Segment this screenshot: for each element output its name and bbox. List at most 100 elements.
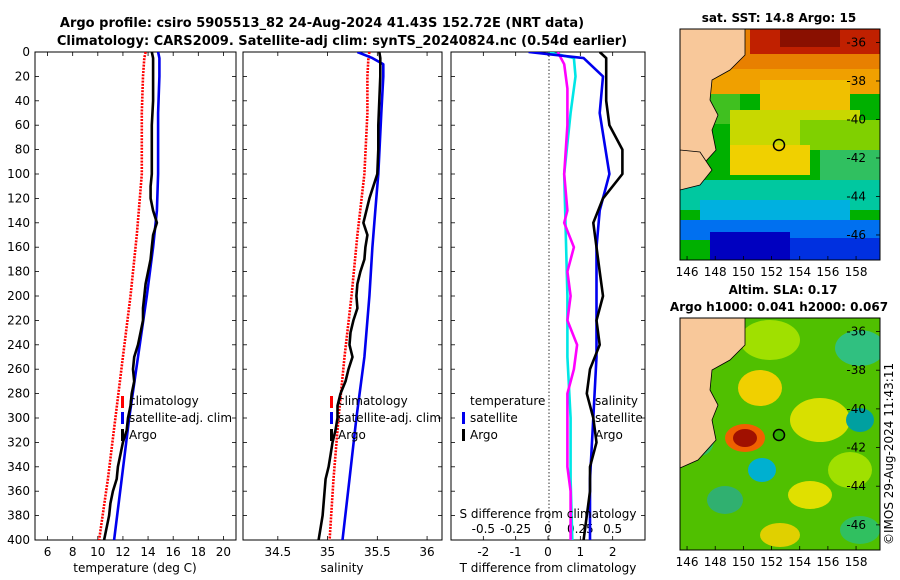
s-difference-top-ticks: -0.5 -0.25 0 0.25 0.5 [472, 522, 623, 536]
depth-tick-label: 360 [7, 484, 30, 498]
map-lon-label: 158 [845, 555, 868, 569]
argo-position-marker [772, 138, 786, 152]
sst-map-title: sat. SST: 14.8 Argo: 15 [702, 11, 856, 25]
x-tick-label: 16 [166, 545, 181, 559]
temperature-xlabel: temperature (deg C) [73, 561, 196, 575]
x-tick-label: 1 [577, 545, 585, 559]
map-lat-label: -36 [846, 35, 866, 49]
difference-x-ticks: -2 -1 0 1 2 [477, 52, 616, 559]
map-lon-label: 154 [788, 265, 811, 279]
map-lon-label: 146 [676, 555, 699, 569]
map-lat-label: -46 [846, 228, 866, 242]
depth-tick-label: 240 [7, 338, 30, 352]
salinity-xlabel: salinity [320, 561, 363, 575]
series-line-salinity-argo [582, 52, 624, 540]
x-tick-label: 35 [320, 545, 335, 559]
x-tick-label: -1 [510, 545, 522, 559]
argo-position-marker [772, 428, 786, 442]
x-tick-label: 2 [609, 545, 617, 559]
s-diff-tick-label: -0.5 [472, 522, 495, 536]
x-tick-label: -2 [477, 545, 489, 559]
map-lon-label: 152 [760, 265, 783, 279]
sla-map-title-1: Altim. SLA: 0.17 [729, 283, 838, 297]
depth-tick-label: 120 [7, 191, 30, 205]
depth-tick-label: 400 [7, 533, 30, 547]
map-lon-label: 150 [732, 555, 755, 569]
depth-tick-label: 180 [7, 265, 30, 279]
series-line-argo [317, 52, 382, 540]
legend-climatology: climatology [129, 394, 199, 408]
legend-satellite: satellite [470, 411, 518, 425]
series-line-argo [102, 52, 159, 540]
depth-axis: 0 20 40 60 80 100 120 140 160 180 200 220 240 260 280 3… [7, 45, 645, 547]
map-lon-label: 146 [676, 265, 699, 279]
map-lon-label: 154 [788, 555, 811, 569]
salinity-x-ticks: 34.5 35 35.5 36 [264, 52, 435, 559]
map-lat-label: -44 [846, 189, 866, 203]
series-line-satellite-adj-clim [341, 52, 385, 540]
x-tick-label: 20 [216, 545, 231, 559]
x-tick-label: 18 [191, 545, 206, 559]
sla-map-title-2: Argo h1000: 0.041 h2000: 0.067 [670, 300, 888, 314]
map-lon-label: 156 [816, 265, 839, 279]
map-lon-label: 156 [816, 555, 839, 569]
series-line-climatology [328, 52, 371, 540]
legend-argo: Argo [338, 428, 366, 442]
legend-salinity: salinity [595, 394, 638, 408]
map-lat-label: -38 [846, 363, 866, 377]
x-tick-label: 36 [419, 545, 434, 559]
s-diff-tick-label: -0.25 [500, 522, 531, 536]
depth-tick-label: 340 [7, 460, 30, 474]
temperature-legend: climatology satellite-adj. clim Argo [121, 394, 232, 442]
map-lat-label: -36 [846, 325, 866, 339]
legend-argo: Argo [129, 428, 157, 442]
map-lon-label: 148 [704, 265, 727, 279]
map-lat-label: -42 [846, 151, 866, 165]
map-lat-label: -42 [846, 441, 866, 455]
s-difference-xlabel: S difference from climatology [460, 507, 637, 521]
map-ticks: 146 148 150 152 154 156 158 -36 -38 -40 -42 -44 -46 1… [676, 35, 880, 569]
legend-argo: Argo [595, 428, 623, 442]
legend-satellite-adj: satellite-adj. clim [338, 411, 441, 425]
depth-tick-label: 220 [7, 313, 30, 327]
difference-legend-left: temperature satellite Argo [462, 394, 545, 442]
depth-tick-label: 140 [7, 216, 30, 230]
s-diff-tick-label: 0 [544, 522, 552, 536]
sst-map [679, 28, 881, 261]
map-lat-label: -38 [846, 74, 866, 88]
series-line-temperature-satellite [547, 52, 577, 540]
depth-tick-label: 80 [15, 143, 30, 157]
difference-legend-right: salinity satellite Argo [595, 394, 643, 442]
x-tick-label: 0 [544, 545, 552, 559]
depth-tick-label: 320 [7, 435, 30, 449]
depth-tick-label: 60 [15, 118, 30, 132]
series-line-salinity-satellite [528, 52, 611, 540]
temperature-panel [34, 51, 237, 541]
imos-timestamp: ©IMOS 29-Aug-2024 11:43:11 [882, 363, 896, 545]
legend-satellite-adj: satellite-adj. clim [129, 411, 232, 425]
title-line-1: Argo profile: csiro 5905513_82 24-Aug-20… [60, 16, 584, 31]
depth-tick-label: 260 [7, 362, 30, 376]
x-tick-label: 10 [90, 545, 105, 559]
map-lat-label: -40 [846, 112, 866, 126]
map-lon-label: 148 [704, 555, 727, 569]
legend-climatology: climatology [338, 394, 408, 408]
t-difference-xlabel: T difference from climatology [459, 561, 637, 575]
x-tick-label: 35.5 [364, 545, 391, 559]
sla-map [679, 317, 881, 551]
x-tick-label: 8 [69, 545, 77, 559]
legend-temperature: temperature [470, 394, 545, 408]
s-diff-tick-label: 0.25 [567, 522, 594, 536]
temperature-x-ticks: 6 8 10 12 14 16 18 20 [44, 52, 231, 559]
x-tick-label: 12 [115, 545, 130, 559]
map-lat-label: -44 [846, 479, 866, 493]
depth-tick-label: 300 [7, 411, 30, 425]
series-line-climatology [97, 52, 147, 540]
depth-tick-label: 160 [7, 240, 30, 254]
map-lon-label: 152 [760, 555, 783, 569]
depth-tick-label: 380 [7, 509, 30, 523]
map-lat-label: -46 [846, 518, 866, 532]
map-lon-label: 158 [845, 265, 868, 279]
x-tick-label: 14 [140, 545, 155, 559]
